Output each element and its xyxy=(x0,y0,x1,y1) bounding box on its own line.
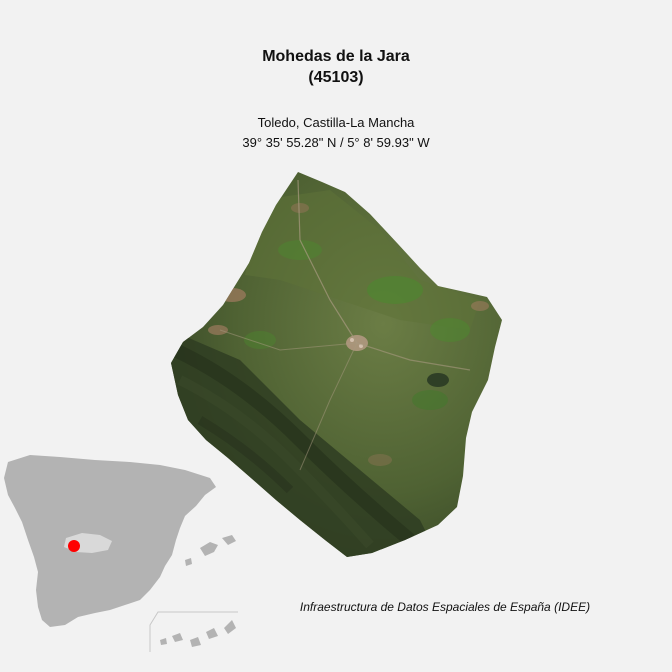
balearic-islands xyxy=(185,535,236,566)
data-source-credit: Infraestructura de Datos Espaciales de E… xyxy=(299,600,591,614)
canary-islands xyxy=(160,620,236,647)
municipality-code: (45103) xyxy=(308,69,364,86)
map-title: Mohedas de la Jara xyxy=(262,48,410,65)
coordinates-label: 39° 35' 55.28" N / 5° 8' 59.93" W xyxy=(242,135,430,150)
spain-locator-inset xyxy=(4,455,238,652)
canary-inset-frame xyxy=(149,611,238,652)
region-label: Toledo, Castilla-La Mancha xyxy=(257,115,415,130)
location-marker xyxy=(68,540,80,552)
